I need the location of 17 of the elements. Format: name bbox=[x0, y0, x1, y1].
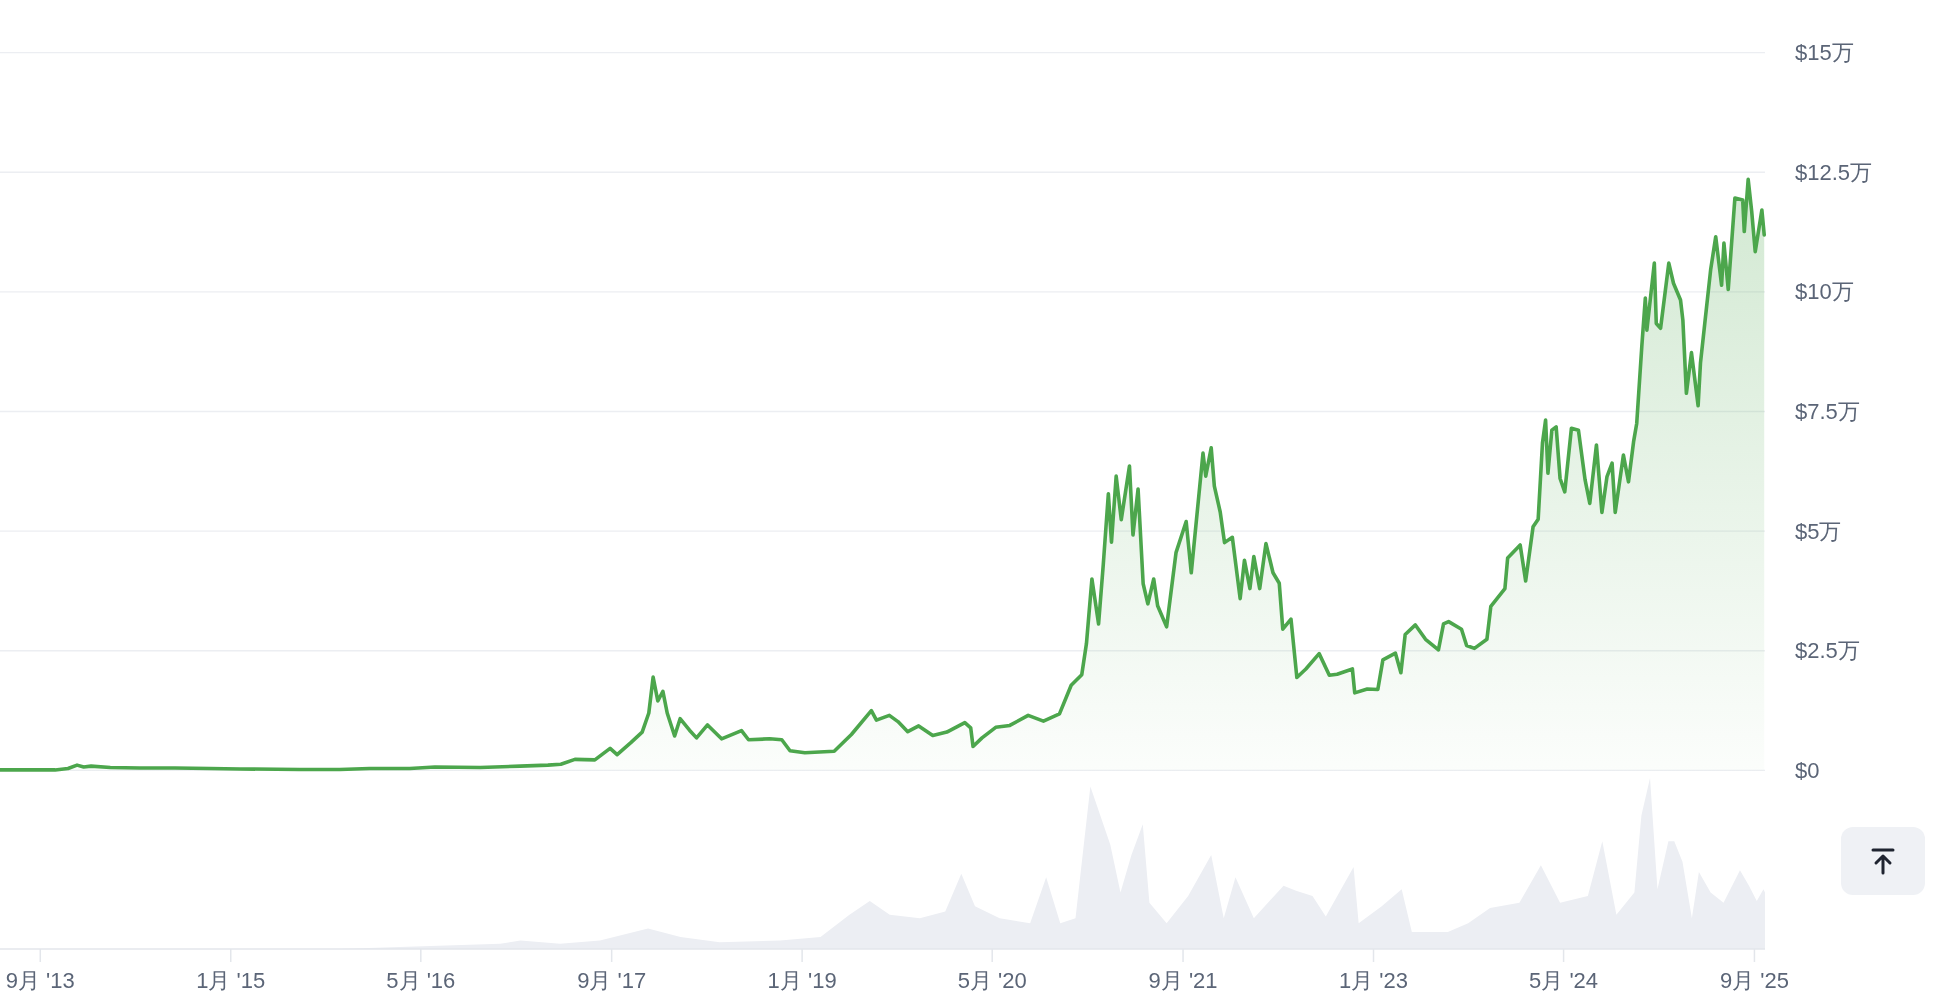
x-tick-label: 9月 '13 bbox=[5, 967, 75, 993]
x-tick-label: 9月 '25 bbox=[1719, 967, 1789, 993]
y-tick-label: $7.5万 bbox=[1795, 399, 1860, 424]
y-tick-label: $12.5万 bbox=[1795, 159, 1873, 185]
y-tick-label: $15万 bbox=[1795, 40, 1854, 66]
y-tick-label: $2.5万 bbox=[1795, 638, 1860, 664]
x-tick-label: 5月 '16 bbox=[386, 967, 456, 993]
x-tick-label: 5月 '20 bbox=[957, 967, 1027, 993]
x-tick-label: 1月 '19 bbox=[767, 967, 837, 993]
x-tick-label: 9月 '21 bbox=[1148, 967, 1218, 993]
y-tick-label: $10万 bbox=[1795, 279, 1854, 305]
x-tick-label: 1月 '15 bbox=[196, 967, 266, 993]
y-tick-label: $5万 bbox=[1795, 518, 1842, 544]
y-tick-label: $0 bbox=[1795, 757, 1820, 783]
x-tick-label: 1月 '23 bbox=[1339, 967, 1409, 993]
x-tick-label: 9月 '17 bbox=[577, 967, 647, 993]
x-tick-label: 5月 '24 bbox=[1529, 967, 1599, 993]
